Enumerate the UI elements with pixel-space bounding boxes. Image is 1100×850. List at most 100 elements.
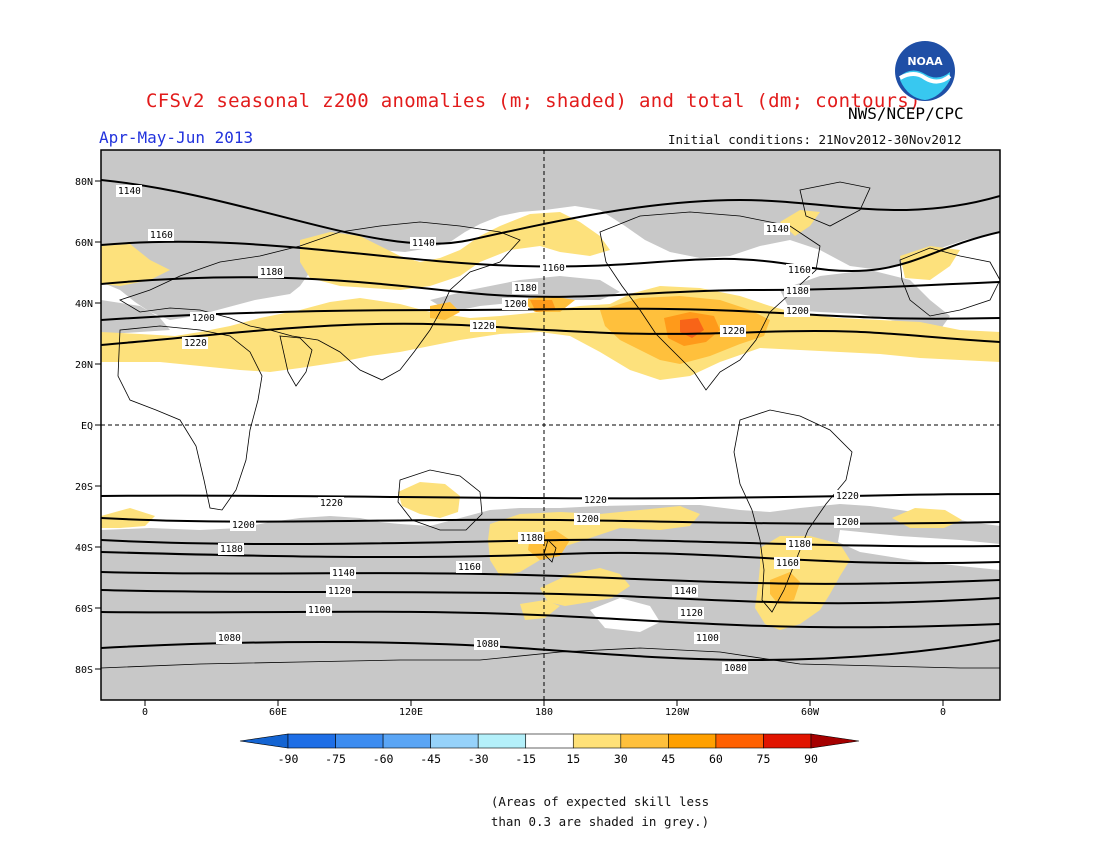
lon-label: 120E [399,707,423,718]
colorbar-tick-label: 75 [757,752,771,766]
svg-text:1200: 1200 [786,306,809,317]
south-america-outline [733,409,853,613]
contour-label: 1200 [502,298,528,310]
colorbar-segment [335,733,384,749]
contour-1140-north [101,179,1000,245]
lat-label: 60S [75,604,93,615]
contour-label: 1180 [784,285,810,297]
contour-label: 1220 [582,494,608,506]
contour-label: 1180 [258,266,284,278]
new-zealand-outline [543,539,557,563]
contour-label: 1140 [672,585,698,597]
svg-text:1220: 1220 [836,491,859,502]
lat-label: 80N [75,177,93,188]
svg-text:1080: 1080 [476,639,499,650]
contour-label: 1140 [116,185,142,197]
noaa-logo-icon: NOAA [895,41,955,101]
contour-label: 1180 [518,532,544,544]
continent-outlines [101,181,1000,669]
contour-label: 1220 [470,320,496,332]
lat-label: 20N [75,360,93,371]
svg-text:1160: 1160 [150,230,173,241]
colorbar-tick-label: -30 [468,752,489,766]
africa-outline [117,325,263,511]
longitude-axis: 0 60E 120E 180 120W 60W 0 [142,700,946,718]
contour-label: 1180 [218,543,244,555]
colorbar-tick-label: -45 [420,752,441,766]
logo-text: NOAA [907,55,943,68]
svg-text:1220: 1220 [722,326,745,337]
antarctica-outline [101,647,1000,669]
colorbar-tick-label: -15 [515,752,536,766]
lat-label: 40S [75,543,93,554]
svg-text:1220: 1220 [584,495,607,506]
contour-1100-south [101,610,1000,629]
contour-label: 1120 [678,607,704,619]
skill-note-line-2: than 0.3 are shaded in grey.) [490,814,710,829]
colorbar-tick-label: 30 [614,752,628,766]
colorbar-arrow-left [239,733,289,749]
contour-1140-south [101,571,1000,585]
svg-text:1200: 1200 [576,514,599,525]
contour-label: 1140 [330,567,356,579]
svg-text:1100: 1100 [696,633,719,644]
agency-label: NWS/NCEP/CPC [848,104,964,123]
contour-1160-north [101,231,1000,273]
colorbar-tick-label: -60 [373,752,394,766]
skill-note: (Areas of expected skill less than 0.3 a… [470,792,730,832]
contour-label: 1160 [456,561,482,573]
contour-label: 1180 [512,282,538,294]
australia-outline [397,469,483,531]
contour-1220-north [101,322,1000,346]
lon-label: 60W [801,707,820,718]
contour-label: 1200 [784,305,810,317]
contour-1200-north [101,307,1000,321]
contour-label: 1160 [786,264,812,276]
colorbar-segment [382,733,431,749]
grey-clear-southern-pacific [590,598,660,632]
contour-label: 1100 [306,604,332,616]
colorbar-arrow-right [810,733,860,749]
colorbar: -90 -75 -60 -45 -30 -15 15 30 45 60 75 90 [239,733,860,766]
contour-label: 1100 [694,632,720,644]
colorbar-tick-label: 90 [804,752,818,766]
svg-text:1140: 1140 [412,238,435,249]
contour-1220-south [101,493,1000,500]
svg-text:1140: 1140 [674,586,697,597]
contour-label: 1080 [216,632,242,644]
initial-conditions: Initial conditions: 21Nov2012-30Nov2012 [668,132,962,147]
contour-label: 1200 [574,513,600,525]
skill-note-line-1: (Areas of expected skill less [490,794,710,809]
svg-text:1200: 1200 [192,313,215,324]
contour-label: 1220 [720,325,746,337]
colorbar-segment [430,733,479,749]
svg-text:1200: 1200 [836,517,859,528]
svg-text:1220: 1220 [472,321,495,332]
contour-label: 1140 [410,237,436,249]
contour-label: 1160 [774,557,800,569]
north-america-outline [599,211,821,391]
svg-text:1180: 1180 [260,267,283,278]
grey-mask-atlantic [780,270,950,330]
colorbar-tick-label: 60 [709,752,723,766]
svg-text:1160: 1160 [542,263,565,274]
colorbar-segment [715,733,764,749]
svg-text:1120: 1120 [328,586,351,597]
lon-label: 0 [142,707,148,718]
contour-1160-south [101,551,1000,565]
greenland-outline [799,181,871,227]
europe-outline [899,247,1000,317]
svg-text:1160: 1160 [776,558,799,569]
india-outline [279,335,313,387]
grey-clear-se-pacific [838,530,1000,570]
svg-text:1160: 1160 [788,265,811,276]
contour-label: 1140 [764,223,790,235]
svg-text:1180: 1180 [520,533,543,544]
forecast-period: Apr-May-Jun 2013 [99,128,254,147]
svg-text:1100: 1100 [308,605,331,616]
svg-text:1180: 1180 [786,286,809,297]
lat-label: 20S [75,482,93,493]
svg-text:1220: 1220 [184,338,207,349]
colorbar-segment [668,733,717,749]
